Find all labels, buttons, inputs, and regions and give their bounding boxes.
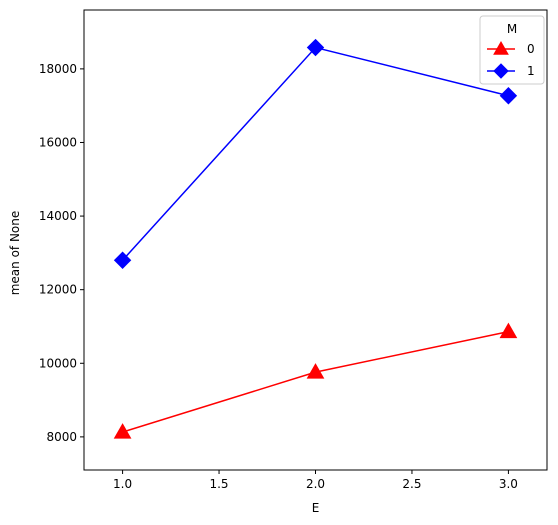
- data-point: [113, 423, 132, 439]
- y-tick-label: 16000: [39, 135, 77, 149]
- legend-title: M: [507, 22, 517, 36]
- legend-label: 0: [527, 42, 535, 56]
- x-tick-label: 2.0: [306, 477, 325, 491]
- legend-entry: 0: [487, 40, 535, 56]
- plot-area: [83, 9, 548, 471]
- y-tick-label: 12000: [39, 283, 77, 297]
- y-tick-label: 8000: [46, 430, 77, 444]
- series-line: [122, 330, 509, 433]
- x-tick-label: 3.0: [499, 477, 518, 491]
- data-point: [499, 322, 518, 339]
- legend-entry: 1: [487, 63, 535, 79]
- series-1: [113, 38, 518, 269]
- x-tick-label: 1.5: [209, 477, 228, 491]
- data-point: [499, 87, 518, 105]
- data-point: [113, 251, 132, 269]
- legend: M 01: [479, 15, 545, 85]
- legend-marker: [493, 40, 509, 55]
- x-tick-label: 2.5: [402, 477, 421, 491]
- series-0: [113, 322, 518, 439]
- x-tick-label: 1.0: [113, 477, 132, 491]
- series-layer: [113, 38, 518, 439]
- data-point: [306, 363, 325, 379]
- y-tick-label: 10000: [39, 356, 77, 370]
- legend-entries: 01: [487, 40, 535, 79]
- y-tick-label: 18000: [39, 62, 77, 76]
- legend-marker: [493, 63, 509, 79]
- y-axis-ticks: 8000 10000 12000 14000 16000 18000: [39, 62, 84, 444]
- x-axis-label: E: [312, 501, 320, 515]
- legend-label: 1: [527, 64, 535, 78]
- y-axis-label: mean of None: [8, 211, 22, 296]
- data-point: [306, 38, 325, 57]
- x-axis-ticks: 1.0 1.5 2.0 2.5 3.0: [113, 470, 518, 491]
- series-line: [122, 46, 509, 261]
- legend-box: [479, 15, 545, 85]
- y-tick-label: 14000: [39, 209, 77, 223]
- plot-frame: [83, 9, 548, 471]
